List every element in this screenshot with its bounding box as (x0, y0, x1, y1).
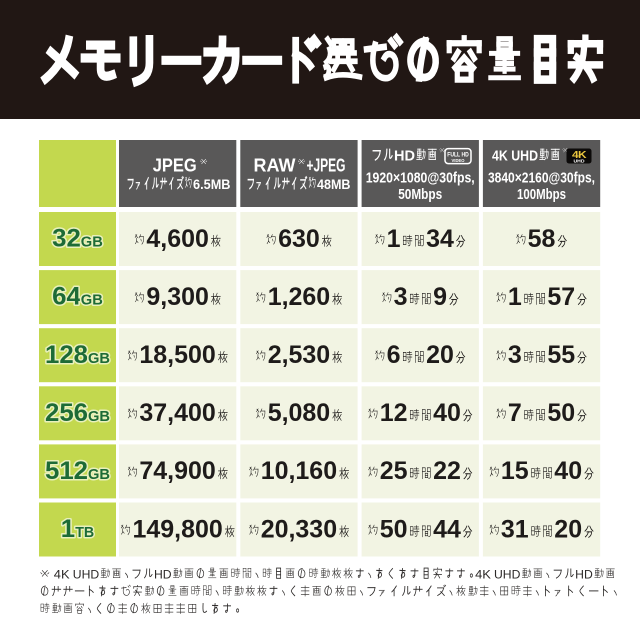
svg-text:40: 40 (554, 457, 582, 485)
svg-text:1,260: 1,260 (268, 283, 331, 311)
svg-text:55: 55 (547, 341, 575, 369)
svg-text:1920×1080@30fps,: 1920×1080@30fps, (366, 170, 475, 187)
svg-text:48MB: 48MB (317, 176, 351, 192)
svg-text:UHD: UHD (494, 569, 520, 582)
svg-text:37,400: 37,400 (139, 399, 215, 427)
svg-text:HD: HD (154, 569, 172, 582)
svg-text:GB: GB (81, 235, 103, 251)
svg-text:4K: 4K (475, 569, 491, 582)
svg-text:22: 22 (433, 457, 461, 485)
svg-text:GB: GB (88, 467, 110, 483)
svg-text:18,500: 18,500 (139, 341, 215, 369)
svg-text:31: 31 (501, 515, 529, 543)
svg-text:128: 128 (45, 341, 88, 369)
svg-text:50: 50 (380, 515, 408, 543)
svg-text:4,600: 4,600 (146, 225, 209, 253)
svg-text:JPEG: JPEG (153, 156, 197, 176)
svg-text:+JPEG: +JPEG (307, 156, 346, 176)
svg-text:20,330: 20,330 (261, 515, 337, 543)
svg-text:630: 630 (278, 225, 320, 253)
svg-text:44: 44 (433, 515, 461, 543)
svg-text:149,800: 149,800 (133, 515, 223, 543)
svg-text:10,160: 10,160 (261, 457, 337, 485)
svg-text:5,080: 5,080 (268, 399, 331, 427)
svg-text:3840×2160@30fps,: 3840×2160@30fps, (488, 170, 595, 187)
svg-text:HD: HD (394, 148, 415, 165)
svg-text:GB: GB (81, 293, 103, 309)
svg-text:1: 1 (387, 225, 401, 253)
svg-text:50: 50 (547, 399, 575, 427)
svg-text:GB: GB (88, 351, 110, 367)
svg-text:UHD: UHD (574, 158, 586, 163)
svg-text:6.5MB: 6.5MB (193, 176, 231, 192)
svg-text:512: 512 (45, 457, 88, 485)
svg-text:57: 57 (547, 283, 575, 311)
svg-text:4K: 4K (54, 569, 70, 582)
svg-text:6: 6 (387, 341, 401, 369)
svg-text:4K: 4K (572, 150, 588, 161)
svg-text:25: 25 (380, 457, 408, 485)
svg-text:64: 64 (52, 283, 81, 311)
svg-text:HD: HD (575, 569, 593, 582)
svg-text:34: 34 (426, 225, 454, 253)
svg-text:50Mbps: 50Mbps (398, 186, 442, 203)
svg-text:15: 15 (501, 457, 529, 485)
svg-text:100Mbps: 100Mbps (517, 186, 566, 203)
svg-text:40: 40 (433, 399, 461, 427)
svg-text:20: 20 (426, 341, 454, 369)
svg-text:58: 58 (528, 225, 556, 253)
svg-text:256: 256 (45, 399, 88, 427)
svg-text:9: 9 (433, 283, 447, 311)
svg-text:32: 32 (52, 225, 81, 253)
svg-text:FULL HD: FULL HD (447, 152, 469, 159)
svg-text:2,530: 2,530 (268, 341, 331, 369)
svg-text:UHD: UHD (73, 569, 99, 582)
svg-text:20: 20 (554, 515, 582, 543)
svg-text:3: 3 (508, 341, 522, 369)
svg-text:3: 3 (394, 283, 408, 311)
svg-text:4K UHD: 4K UHD (492, 148, 538, 165)
svg-text:7: 7 (508, 399, 522, 427)
svg-text:74,900: 74,900 (139, 457, 215, 485)
svg-text:1: 1 (508, 283, 522, 311)
svg-text:TB: TB (75, 525, 94, 541)
svg-text:VIDEO: VIDEO (452, 158, 465, 164)
svg-text:1: 1 (61, 515, 75, 543)
svg-text:9,300: 9,300 (146, 283, 209, 311)
svg-text:12: 12 (380, 399, 408, 427)
svg-text:GB: GB (88, 409, 110, 425)
svg-text:RAW: RAW (254, 156, 296, 176)
